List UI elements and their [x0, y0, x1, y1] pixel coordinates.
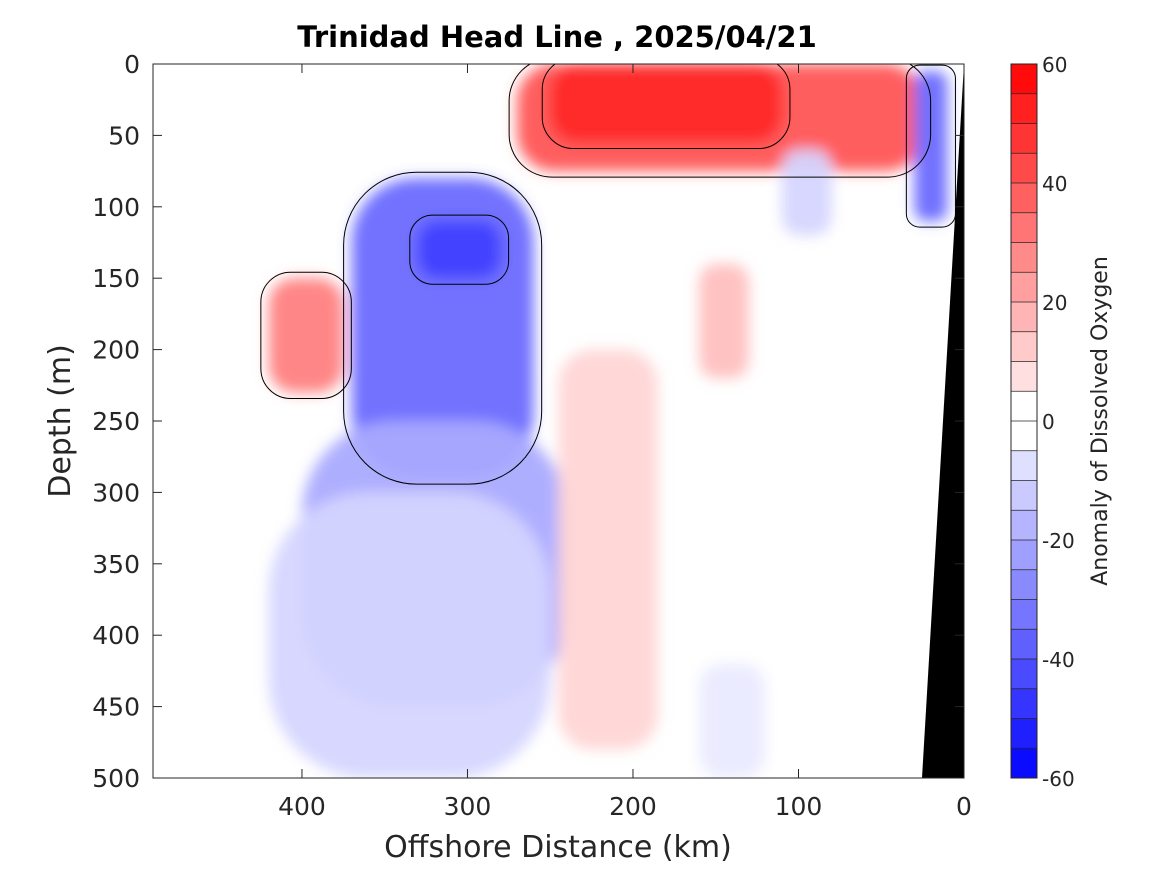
- colorbar-swatch: [1011, 688, 1037, 719]
- zero-contour-line: [343, 171, 543, 485]
- colorbar-swatch: [1011, 242, 1037, 273]
- zero-contour-line: [508, 64, 932, 178]
- y-tick-label: 0: [124, 50, 140, 79]
- x-tick-label: 100: [775, 792, 823, 821]
- colorbar-swatch: [1011, 123, 1037, 154]
- zero-contour: [260, 64, 956, 485]
- colorbar-swatch: [1011, 718, 1037, 749]
- x-tick-label: 300: [444, 792, 492, 821]
- plot-area: [152, 63, 965, 779]
- x-axis-label: Offshore Distance (km): [384, 830, 732, 865]
- x-tick-label: 0: [956, 792, 972, 821]
- colorbar-swatch: [1011, 183, 1037, 214]
- anomaly-patch: [268, 492, 551, 778]
- colorbar-swatch: [1011, 391, 1037, 422]
- colorbar-tick-label: 0: [1042, 410, 1055, 434]
- colorbar-swatch: [1011, 510, 1037, 541]
- anomaly-patch: [550, 64, 782, 143]
- colorbar-tick-label: 40: [1042, 172, 1067, 196]
- y-tick-label: 300: [92, 478, 140, 507]
- colorbar-swatch: [1011, 748, 1037, 779]
- zero-contour-line: [905, 64, 956, 228]
- y-axis: 0 50 100 150 200 250 300 350 400 450 500: [92, 50, 964, 793]
- colorbar-tick-label: -20: [1042, 529, 1075, 553]
- y-tick-label: 50: [108, 121, 140, 150]
- anomaly-patch: [268, 278, 344, 393]
- zero-contour-line: [409, 214, 510, 285]
- anomaly-patch: [699, 263, 749, 379]
- colorbar-swatch: [1011, 450, 1037, 481]
- y-tick-label: 200: [92, 336, 140, 365]
- y-tick-label: 150: [92, 264, 140, 293]
- anomaly-field: [268, 64, 948, 778]
- chart-title: Trinidad Head Line , 2025/04/21: [297, 20, 817, 54]
- colorbar-swatch: [1011, 153, 1037, 184]
- y-axis-label: Depth (m): [43, 344, 78, 498]
- anomaly-patch: [417, 221, 501, 279]
- colorbar-tick-label: -60: [1042, 767, 1075, 791]
- anomaly-patch: [781, 149, 832, 236]
- colorbar-swatch: [1011, 64, 1037, 95]
- colorbar-swatch: [1011, 599, 1037, 630]
- colorbar-swatch: [1011, 331, 1037, 362]
- colorbar-tick-label: -40: [1042, 648, 1075, 672]
- colorbar-swatch: [1011, 212, 1037, 243]
- colorbar: 60 40 20 0 -20 -40 -60: [1010, 53, 1075, 791]
- colorbar-tick-label: 20: [1042, 291, 1067, 315]
- colorbar-swatch: [1011, 93, 1037, 124]
- y-tick-label: 350: [92, 550, 140, 579]
- anomaly-patch: [558, 349, 658, 750]
- colorbar-swatch: [1011, 361, 1037, 392]
- y-tick-label: 250: [92, 407, 140, 436]
- y-tick-label: 400: [92, 621, 140, 650]
- anomaly-patch: [699, 663, 766, 778]
- y-tick-label: 100: [92, 193, 140, 222]
- field-blobs: [268, 64, 948, 778]
- x-tick-label: 400: [278, 792, 326, 821]
- zero-contour-line: [260, 271, 352, 399]
- x-tick-label: 200: [609, 792, 657, 821]
- colorbar-swatch: [1011, 302, 1037, 333]
- y-tick-label: 450: [92, 693, 140, 722]
- colorbar-tick-label: 60: [1042, 53, 1067, 77]
- seafloor-shelf: [922, 64, 964, 778]
- colorbar-swatch: [1011, 480, 1037, 511]
- colorbar-swatch: [1011, 629, 1037, 660]
- colorbar-swatch: [1011, 569, 1037, 600]
- colorbar-swatch: [1011, 421, 1037, 452]
- x-axis: 400 300 200 100 0: [278, 64, 972, 821]
- y-tick-label: 500: [92, 764, 140, 793]
- colorbar-swatch: [1011, 540, 1037, 571]
- anomaly-patch: [914, 71, 948, 222]
- colorbar-label: Anomaly of Dissolved Oxygen: [1088, 256, 1113, 586]
- colorbar-frame: [1010, 63, 1038, 779]
- colorbar-swatch: [1011, 272, 1037, 303]
- colorbar-swatch: [1011, 659, 1037, 690]
- zero-contour-line: [541, 64, 791, 150]
